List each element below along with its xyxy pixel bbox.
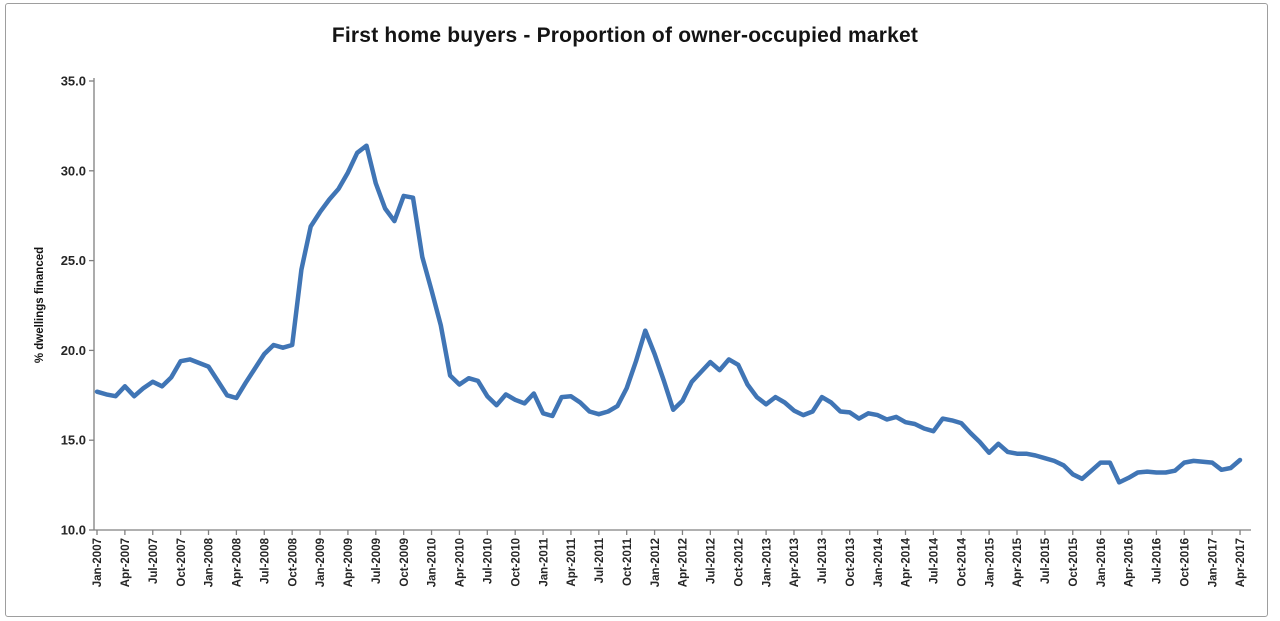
x-tick-label: Oct-2009 bbox=[399, 538, 411, 587]
x-tick-label: Jul-2012 bbox=[706, 538, 718, 584]
y-tick-label: 15.0 bbox=[61, 433, 86, 448]
x-tick-label: Jul-2010 bbox=[483, 538, 495, 584]
x-tick-label: Oct-2011 bbox=[622, 537, 634, 586]
x-tick-label: Apr-2016 bbox=[1124, 538, 1136, 587]
x-tick-label: Oct-2016 bbox=[1179, 538, 1191, 587]
x-tick-label: Oct-2013 bbox=[845, 538, 857, 587]
x-tick-label: Apr-2007 bbox=[120, 538, 132, 587]
x-tick-label: Apr-2015 bbox=[1012, 537, 1024, 587]
x-tick-label: Jul-2014 bbox=[929, 537, 941, 584]
y-tick-label: 30.0 bbox=[61, 163, 86, 178]
y-tick-label: 20.0 bbox=[61, 343, 86, 358]
x-tick-label: Oct-2010 bbox=[510, 538, 522, 587]
chart-border-frame bbox=[5, 3, 1268, 617]
x-tick-label: Apr-2008 bbox=[232, 537, 244, 587]
x-tick-label: Oct-2014 bbox=[956, 537, 968, 586]
x-tick-label: Jan-2011 bbox=[538, 537, 550, 586]
chart-title: First home buyers - Proportion of owner-… bbox=[331, 24, 919, 47]
x-tick-label: Jan-2009 bbox=[315, 538, 327, 587]
y-tick-label: 25.0 bbox=[61, 253, 86, 268]
x-tick-label: Jan-2007 bbox=[92, 538, 104, 587]
x-tick-label: Apr-2013 bbox=[789, 538, 801, 587]
data-series-line bbox=[94, 143, 1243, 485]
x-tick-label: Jan-2015 bbox=[984, 537, 996, 587]
x-tick-label: Jul-2016 bbox=[1152, 538, 1164, 584]
x-tick-label: Apr-2009 bbox=[343, 538, 355, 587]
x-tick-label: Apr-2012 bbox=[678, 538, 690, 587]
x-tick-label: Jan-2010 bbox=[427, 538, 439, 587]
x-tick-label: Apr-2017 bbox=[1235, 538, 1247, 587]
x-tick-label: Oct-2012 bbox=[733, 538, 745, 587]
x-tick-label: Oct-2015 bbox=[1068, 537, 1080, 586]
x-tick-label: Jul-2011 bbox=[594, 537, 606, 583]
y-tick-label: 10.0 bbox=[61, 523, 86, 538]
x-tick-label: Jul-2009 bbox=[371, 538, 383, 584]
x-tick-label: Apr-2014 bbox=[901, 537, 913, 587]
x-tick-label: Jul-2015 bbox=[1040, 537, 1052, 584]
x-tick-label: Jan-2017 bbox=[1207, 538, 1219, 587]
x-tick-label: Jan-2016 bbox=[1096, 538, 1108, 587]
x-tick-label: Jul-2013 bbox=[817, 538, 829, 584]
x-tick-label: Oct-2008 bbox=[287, 537, 299, 586]
x-tick-label: Jan-2008 bbox=[204, 537, 216, 587]
x-tick-label: Jan-2012 bbox=[650, 538, 662, 587]
x-tick-label: Apr-2010 bbox=[455, 538, 467, 587]
x-tick-label: Jul-2008 bbox=[259, 537, 271, 584]
x-tick-label: Apr-2011 bbox=[566, 537, 578, 586]
y-tick-label: 35.0 bbox=[61, 74, 86, 89]
x-tick-label: Oct-2007 bbox=[176, 538, 188, 587]
x-tick-label: Jul-2007 bbox=[148, 538, 160, 584]
x-tick-label: Jan-2014 bbox=[873, 537, 885, 587]
x-tick-label: Jan-2013 bbox=[761, 538, 773, 587]
